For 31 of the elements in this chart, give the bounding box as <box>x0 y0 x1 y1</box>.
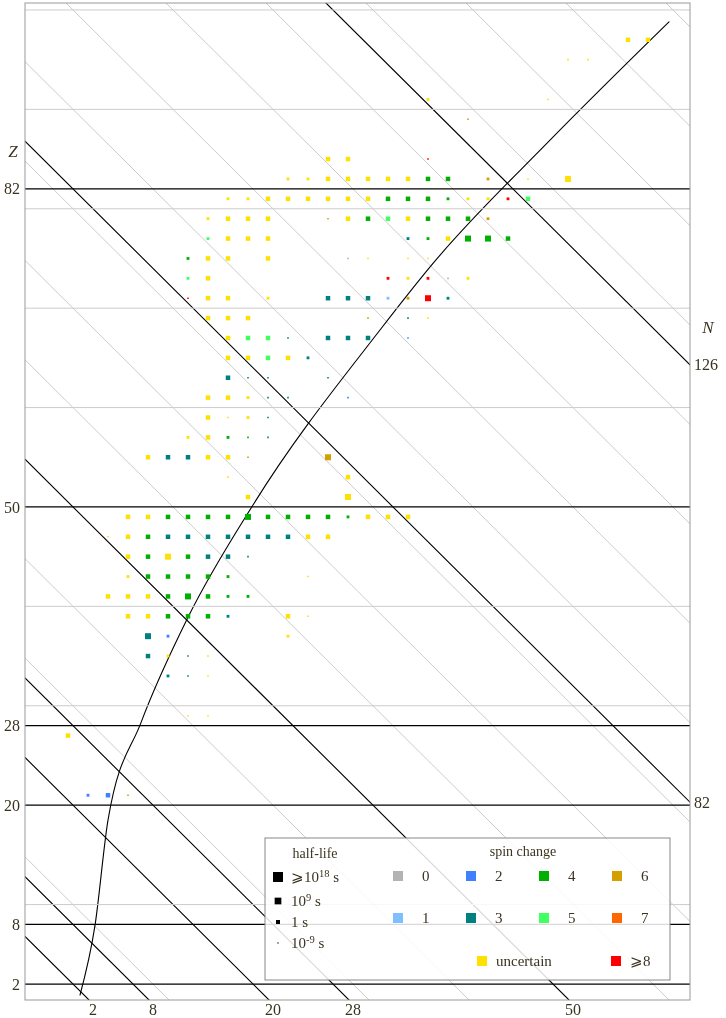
annotation: 82 <box>694 793 710 811</box>
legend-label: 6 <box>641 868 649 885</box>
y-tick-label: 50 <box>4 498 20 516</box>
y-tick-label: 8 <box>12 916 20 934</box>
legend-label: 7 <box>641 910 649 927</box>
legend-label: 2 <box>495 868 503 885</box>
y-tick-label: 28 <box>4 717 20 735</box>
x-tick-label: 50 <box>565 1001 581 1018</box>
annotation: half-life <box>292 846 338 861</box>
legend-label: 0 <box>422 868 430 885</box>
legend-label: ⩾8 <box>630 953 651 970</box>
annotation: 10$^{-9}$ s <box>291 933 325 952</box>
legend-label: 5 <box>568 910 576 927</box>
annotation: ⩾10$^{18}$ s <box>291 867 340 886</box>
text: N <box>701 317 716 337</box>
y-axis-title: Z <box>8 141 19 161</box>
x-tick-label: 2 <box>89 1001 97 1018</box>
x-tick-label: 28 <box>345 1001 361 1018</box>
y-tick-label: 20 <box>4 796 20 814</box>
legend-title: spin change <box>489 844 557 859</box>
annotation: 10$^{9}$ s <box>291 891 321 910</box>
x-tick-label: 8 <box>149 1001 157 1018</box>
y-tick-label: 82 <box>4 180 20 198</box>
legend-label: 1 <box>422 910 430 927</box>
legend-label: 3 <box>495 910 503 927</box>
annotation: 126 <box>694 356 718 374</box>
x-tick-label: 20 <box>265 1001 281 1018</box>
y-tick-label: 2 <box>12 975 20 993</box>
annotation: 1 s <box>291 914 309 931</box>
legend-label: 4 <box>568 868 576 885</box>
legend-label: uncertain <box>496 953 553 970</box>
